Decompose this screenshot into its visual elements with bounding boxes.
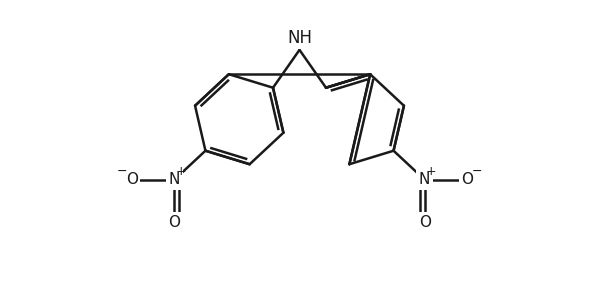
Text: O: O bbox=[419, 215, 431, 230]
Text: −: − bbox=[472, 165, 483, 178]
Text: O: O bbox=[126, 172, 138, 187]
Text: −: − bbox=[116, 165, 127, 178]
Text: O: O bbox=[461, 172, 473, 187]
Text: N: N bbox=[419, 172, 430, 187]
Text: +: + bbox=[176, 165, 186, 178]
Text: O: O bbox=[168, 215, 180, 230]
Text: +: + bbox=[426, 165, 437, 178]
Text: N: N bbox=[169, 172, 180, 187]
Text: NH: NH bbox=[287, 29, 312, 47]
